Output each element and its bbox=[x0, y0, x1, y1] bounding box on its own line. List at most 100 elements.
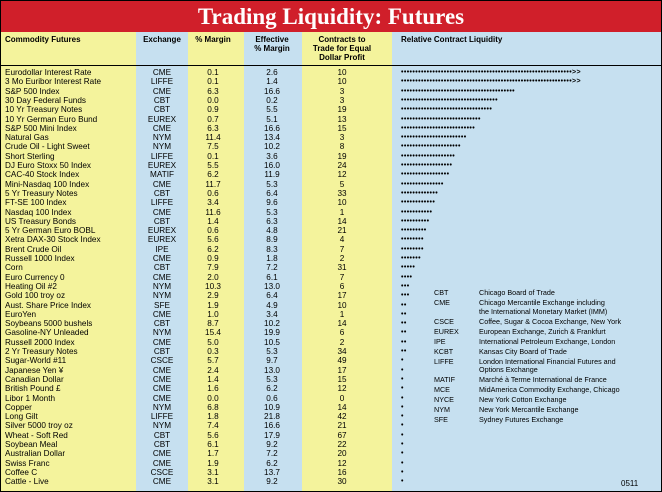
contracts-value: 21 bbox=[337, 226, 347, 236]
liquidity-dots: •••• bbox=[401, 273, 413, 281]
liquidity-dots: ••••••••••••••••• bbox=[401, 171, 450, 179]
effective-margin-value: 5.3 bbox=[266, 207, 278, 217]
contracts-value: 21 bbox=[337, 421, 347, 431]
contracts-value: 19 bbox=[337, 151, 347, 161]
exchange-code: EUREX bbox=[147, 226, 177, 236]
contracts-value: 17 bbox=[337, 291, 347, 301]
contracts-value: 2 bbox=[339, 337, 345, 347]
effective-margin-value: 3.6 bbox=[266, 151, 278, 161]
exchange-code: CME bbox=[152, 337, 172, 347]
exchange-code: MATIF bbox=[150, 170, 174, 180]
exchange-code: NYM bbox=[152, 291, 172, 301]
legend-exchange-name: MidAmerica Commodity Exchange, Chicago bbox=[479, 385, 620, 395]
exchange-code: CME bbox=[152, 393, 172, 403]
commodity-name: Corn bbox=[5, 263, 23, 273]
contracts-value: 42 bbox=[337, 412, 347, 422]
legend-exchange-name: International Petroleum Exchange, London bbox=[479, 336, 616, 346]
contracts-value: 1 bbox=[339, 309, 345, 319]
contracts-value: 0 bbox=[339, 393, 345, 403]
margin-value: 6.3 bbox=[207, 123, 219, 133]
margin-value: 7.9 bbox=[207, 263, 219, 273]
margin-value: 6.2 bbox=[207, 170, 219, 180]
effective-margin-column-shading bbox=[244, 32, 302, 491]
margin-value: 6.2 bbox=[207, 244, 219, 254]
commodity-name: FT-SE 100 Index bbox=[5, 198, 67, 208]
liquidity-dots: • bbox=[401, 422, 404, 430]
exchange-code: NYM bbox=[152, 328, 172, 338]
exchange-code: CME bbox=[152, 86, 172, 96]
header-contracts-line-2: Trade for Equal bbox=[312, 44, 372, 53]
legend-code: NYCE bbox=[434, 395, 454, 405]
contracts-value: 14 bbox=[337, 216, 347, 226]
commodity-name: 5 Yr Treasury Notes bbox=[5, 188, 78, 198]
exchange-code: NYM bbox=[152, 142, 172, 152]
exchange-code: CBT bbox=[153, 430, 171, 440]
exchange-code: CME bbox=[152, 272, 172, 282]
commodity-name: Libor 1 Month bbox=[5, 393, 56, 403]
commodity-name: 5 Yr German Euro BOBL bbox=[5, 226, 96, 236]
contracts-value: 20 bbox=[337, 449, 347, 459]
commodity-name: Mini-Nasdaq 100 Index bbox=[5, 179, 90, 189]
contracts-value: 15 bbox=[337, 123, 347, 133]
commodity-name: 2 Yr Treasury Notes bbox=[5, 347, 78, 356]
effective-margin-value: 13.7 bbox=[264, 467, 280, 477]
commodity-name: Brent Crude Oil bbox=[5, 244, 62, 254]
contracts-value: 49 bbox=[337, 356, 347, 366]
legend-code: LIFFE bbox=[434, 356, 454, 366]
exchange-code: EUREX bbox=[147, 161, 177, 170]
table-header: Commodity Futures Exchange % Margin Effe… bbox=[1, 32, 661, 66]
effective-margin-value: 5.3 bbox=[266, 179, 278, 189]
margin-value: 2.0 bbox=[207, 272, 219, 282]
effective-margin-value: 5.1 bbox=[266, 114, 278, 124]
liquidity-dots: •••••••••••••••••••••••••• bbox=[401, 124, 476, 132]
commodity-name: 3 Mo Euribor Interest Rate bbox=[5, 77, 102, 87]
liquidity-dots: •••••••••••••••••••••••••••••••••••••••• bbox=[401, 87, 516, 95]
contracts-value: 22 bbox=[337, 440, 347, 449]
exchange-code: CBT bbox=[153, 216, 171, 226]
effective-margin-value: 9.6 bbox=[266, 198, 278, 208]
effective-margin-value: 3.4 bbox=[266, 309, 278, 319]
commodity-name: US Treasury Bonds bbox=[5, 216, 76, 226]
header-effective-line-2: % Margin bbox=[254, 44, 290, 53]
margin-value: 6.3 bbox=[207, 86, 219, 96]
liquidity-dots: ••••••••••••••••••••••• bbox=[401, 134, 467, 142]
contracts-value: 30 bbox=[337, 477, 347, 487]
commodity-name: Gold 100 troy oz bbox=[5, 291, 66, 301]
liquidity-dots: •• bbox=[401, 320, 407, 328]
commodity-name: Wheat - Soft Red bbox=[5, 430, 68, 440]
contracts-value: 3 bbox=[339, 95, 345, 105]
liquidity-dots: •• bbox=[401, 329, 407, 337]
legend-code: CME bbox=[434, 298, 450, 307]
header-commodity: Commodity Futures bbox=[5, 35, 81, 44]
legend-code: NYM bbox=[434, 405, 450, 415]
contracts-value: 6 bbox=[339, 281, 345, 291]
legend-code: IPE bbox=[434, 336, 446, 346]
effective-margin-value: 7.2 bbox=[266, 263, 278, 273]
liquidity-dots: •••••••••••••••••••••••••••• bbox=[401, 115, 481, 123]
liquidity-dots: •••••••••••••••••••••••••••••••• bbox=[401, 106, 493, 114]
liquidity-dots: •••••••••••••••••• bbox=[401, 162, 453, 169]
header-divider bbox=[1, 65, 661, 66]
liquidity-dots: ••••••••••••••••••••• bbox=[401, 143, 461, 151]
liquidity-dots: ••••• bbox=[401, 264, 416, 272]
liquidity-dots: ••••••••••••• bbox=[401, 189, 439, 197]
effective-margin-value: 13.0 bbox=[264, 365, 280, 375]
exchange-code: LIFFE bbox=[150, 151, 174, 161]
commodity-name: Nasdaq 100 Index bbox=[5, 207, 72, 217]
effective-margin-value: 19.9 bbox=[264, 328, 280, 338]
effective-margin-value: 0.6 bbox=[266, 393, 278, 403]
liquidity-dots: •••••••• bbox=[401, 236, 424, 244]
legend-exchange-name: Chicago Board of Trade bbox=[479, 288, 555, 297]
liquidity-dots: • bbox=[401, 468, 404, 476]
commodity-name: Aust. Share Price Index bbox=[5, 300, 92, 310]
exchange-code: NYM bbox=[152, 133, 172, 143]
liquidity-dots: ••••••••• bbox=[401, 227, 427, 235]
margin-value: 1.4 bbox=[207, 216, 219, 226]
contracts-value: 24 bbox=[337, 161, 347, 170]
liquidity-dots: ••••••••••••••••••••••••••••••••••••••••… bbox=[401, 69, 582, 76]
effective-margin-value: 10.2 bbox=[264, 142, 280, 152]
exchange-code: CME bbox=[152, 254, 172, 263]
page-title: Trading Liquidity: Futures bbox=[1, 1, 661, 32]
commodity-name: Canadian Dollar bbox=[5, 374, 64, 384]
legend-exchange-name: Marché à Terme International de France bbox=[479, 375, 607, 385]
